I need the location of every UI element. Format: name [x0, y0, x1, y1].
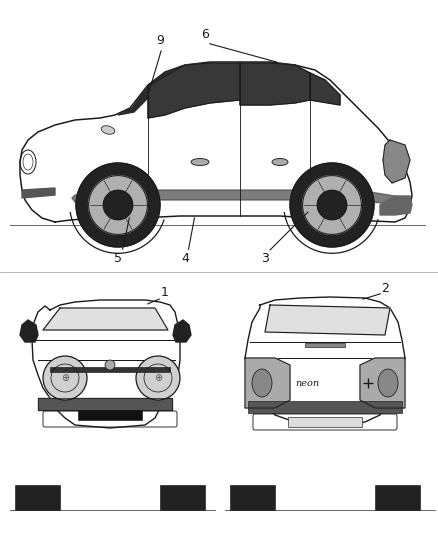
Polygon shape [148, 63, 240, 118]
Polygon shape [265, 305, 390, 335]
Text: ⊕: ⊕ [61, 373, 69, 383]
Polygon shape [118, 66, 182, 115]
Bar [248, 401, 402, 413]
Polygon shape [245, 297, 405, 425]
Polygon shape [303, 175, 361, 235]
Bar [15, 485, 60, 510]
Ellipse shape [101, 126, 115, 134]
Polygon shape [290, 163, 374, 247]
Text: ⊕: ⊕ [154, 373, 162, 383]
Polygon shape [240, 63, 310, 105]
Polygon shape [20, 62, 412, 222]
Polygon shape [76, 163, 160, 247]
Polygon shape [383, 140, 410, 183]
Bar [230, 485, 275, 510]
Bar [305, 343, 345, 347]
Bar [78, 410, 142, 420]
Bar [288, 417, 362, 427]
Ellipse shape [378, 369, 398, 397]
Ellipse shape [191, 158, 209, 166]
Text: 6: 6 [201, 28, 209, 42]
Text: 3: 3 [261, 252, 269, 264]
Text: 4: 4 [181, 252, 189, 264]
Circle shape [105, 360, 115, 370]
Ellipse shape [272, 158, 288, 166]
Ellipse shape [252, 369, 272, 397]
Text: 2: 2 [381, 281, 389, 295]
Polygon shape [22, 188, 55, 198]
Polygon shape [32, 300, 180, 428]
Polygon shape [72, 190, 400, 204]
Polygon shape [38, 398, 172, 410]
Polygon shape [173, 320, 191, 342]
Bar [375, 485, 420, 510]
Polygon shape [317, 190, 347, 220]
Polygon shape [88, 175, 148, 235]
Bar [160, 485, 205, 510]
Text: 1: 1 [161, 287, 169, 300]
Polygon shape [103, 190, 133, 220]
Circle shape [136, 356, 180, 400]
Polygon shape [380, 196, 412, 215]
Polygon shape [20, 320, 38, 342]
Polygon shape [43, 308, 168, 330]
Circle shape [43, 356, 87, 400]
Polygon shape [310, 73, 340, 105]
Text: neon: neon [295, 378, 319, 387]
Text: 9: 9 [156, 34, 164, 46]
Bar [50, 367, 170, 372]
Polygon shape [245, 358, 290, 408]
Polygon shape [360, 358, 405, 408]
Text: 5: 5 [114, 252, 122, 264]
